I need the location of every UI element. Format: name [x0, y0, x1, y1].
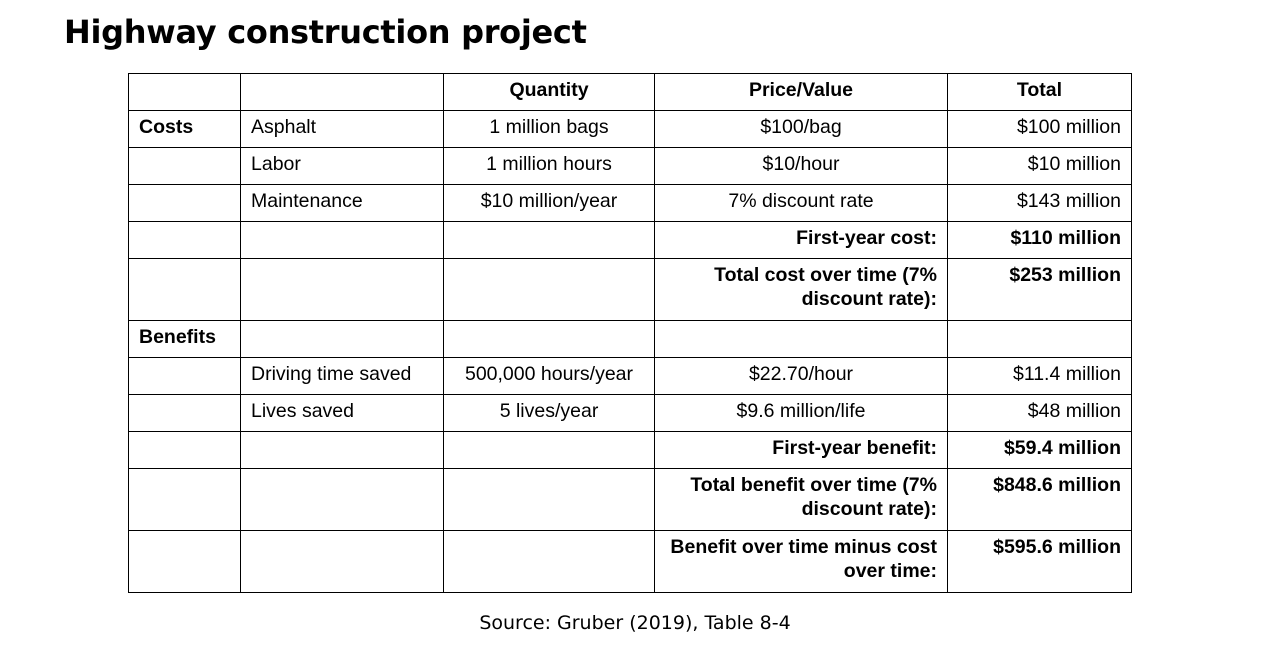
total-cell: $143 million: [947, 184, 1132, 222]
summary-value: $595.6 million: [947, 530, 1132, 593]
empty-cell: [128, 147, 241, 185]
section-label-costs: Costs: [128, 110, 241, 148]
summary-value: $110 million: [947, 221, 1132, 259]
price-cell: $22.70/hour: [654, 357, 948, 395]
empty-cell: [240, 320, 444, 358]
summary-row: Total benefit over time (7% discount rat…: [128, 468, 1132, 531]
table-row: Maintenance $10 million/year 7% discount…: [128, 184, 1132, 222]
empty-cell: [128, 468, 241, 531]
header-cell: [240, 73, 444, 111]
item-cell: Driving time saved: [240, 357, 444, 395]
summary-label: First-year benefit:: [654, 431, 948, 469]
empty-cell: [128, 184, 241, 222]
quantity-cell: 1 million bags: [443, 110, 655, 148]
header-total: Total: [947, 73, 1132, 111]
empty-cell: [128, 431, 241, 469]
empty-cell: [947, 320, 1132, 358]
item-cell: Maintenance: [240, 184, 444, 222]
empty-cell: [443, 530, 655, 593]
source-caption: Source: Gruber (2019), Table 8-4: [479, 612, 791, 634]
total-cell: $48 million: [947, 394, 1132, 432]
empty-cell: [128, 258, 241, 321]
empty-cell: [128, 221, 241, 259]
cost-benefit-table: Quantity Price/Value Total Costs Asphalt…: [128, 73, 1132, 593]
summary-label: Total cost over time (7% discount rate):: [654, 258, 948, 321]
price-cell: $10/hour: [654, 147, 948, 185]
table-header-row: Quantity Price/Value Total: [128, 73, 1132, 111]
price-cell: $100/bag: [654, 110, 948, 148]
price-cell: $9.6 million/life: [654, 394, 948, 432]
item-cell: Lives saved: [240, 394, 444, 432]
summary-row: Total cost over time (7% discount rate):…: [128, 258, 1132, 321]
empty-cell: [240, 530, 444, 593]
table-row: Lives saved 5 lives/year $9.6 million/li…: [128, 394, 1132, 432]
empty-cell: [240, 431, 444, 469]
empty-cell: [128, 394, 241, 432]
empty-cell: [128, 530, 241, 593]
empty-cell: [443, 258, 655, 321]
summary-label: Total benefit over time (7% discount rat…: [654, 468, 948, 531]
empty-cell: [128, 357, 241, 395]
table-row: Costs Asphalt 1 million bags $100/bag $1…: [128, 110, 1132, 148]
quantity-cell: 1 million hours: [443, 147, 655, 185]
quantity-cell: 5 lives/year: [443, 394, 655, 432]
empty-cell: [240, 221, 444, 259]
empty-cell: [240, 258, 444, 321]
header-quantity: Quantity: [443, 73, 655, 111]
total-cell: $100 million: [947, 110, 1132, 148]
empty-cell: [443, 468, 655, 531]
summary-label: First-year cost:: [654, 221, 948, 259]
quantity-cell: 500,000 hours/year: [443, 357, 655, 395]
summary-label: Benefit over time minus cost over time:: [654, 530, 948, 593]
empty-cell: [443, 221, 655, 259]
summary-row: First-year cost: $110 million: [128, 221, 1132, 259]
price-cell: 7% discount rate: [654, 184, 948, 222]
header-cell: [128, 73, 241, 111]
total-cell: $11.4 million: [947, 357, 1132, 395]
empty-cell: [443, 320, 655, 358]
summary-value: $253 million: [947, 258, 1132, 321]
section-row: Benefits: [128, 320, 1132, 358]
summary-value: $848.6 million: [947, 468, 1132, 531]
item-cell: Labor: [240, 147, 444, 185]
header-price-value: Price/Value: [654, 73, 948, 111]
summary-value: $59.4 million: [947, 431, 1132, 469]
slide-title: Highway construction project: [64, 13, 587, 51]
table-row: Driving time saved 500,000 hours/year $2…: [128, 357, 1132, 395]
quantity-cell: $10 million/year: [443, 184, 655, 222]
empty-cell: [654, 320, 948, 358]
empty-cell: [240, 468, 444, 531]
total-cell: $10 million: [947, 147, 1132, 185]
table-row: Labor 1 million hours $10/hour $10 milli…: [128, 147, 1132, 185]
item-cell: Asphalt: [240, 110, 444, 148]
empty-cell: [443, 431, 655, 469]
summary-row: Benefit over time minus cost over time: …: [128, 530, 1132, 593]
section-label-benefits: Benefits: [128, 320, 241, 358]
summary-row: First-year benefit: $59.4 million: [128, 431, 1132, 469]
